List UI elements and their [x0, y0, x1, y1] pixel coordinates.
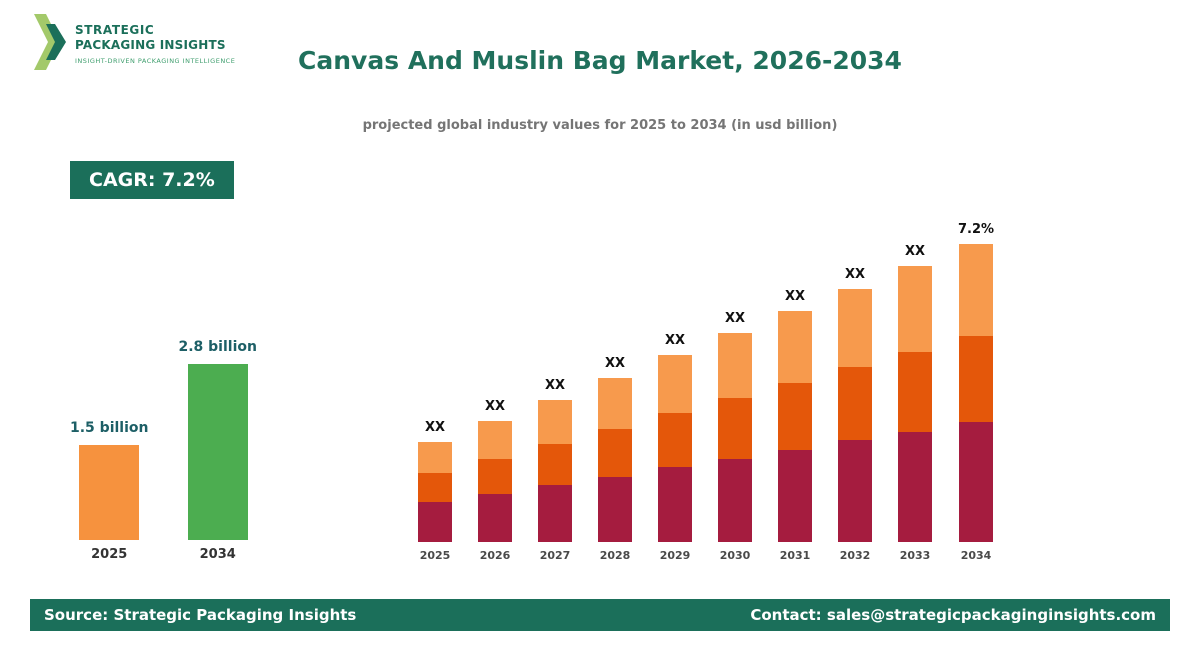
bar-top-label: XX [904, 244, 926, 259]
bar-year-label: 2025 [91, 547, 128, 562]
bar-top-label: XX [484, 399, 506, 414]
bar-year-label: 2028 [599, 549, 631, 562]
segment-top [959, 244, 994, 336]
bar-year-label: 2027 [539, 549, 571, 562]
stacked-bar-2034 [959, 244, 994, 542]
segment-top [598, 378, 632, 429]
yearly-projection-chart: XX 2025 XX 2026 XX 2027 XX 2028 XX 2029 XX 2030 XX 20… [418, 222, 994, 562]
segment-middle [778, 383, 812, 450]
segment-bottom [538, 485, 572, 542]
logo-name: STRATEGIC PACKAGING INSIGHTS INSIGHT-DRI… [75, 23, 235, 65]
segment-bottom [478, 494, 512, 542]
segment-middle [898, 352, 932, 432]
brand-logo: STRATEGIC PACKAGING INSIGHTS INSIGHT-DRI… [34, 14, 235, 74]
segment-top [478, 421, 512, 459]
segment-bottom [598, 477, 632, 542]
bar-top-label: 7.2% [958, 222, 995, 237]
bar-year-label: 2033 [899, 549, 931, 562]
segment-middle [538, 444, 572, 485]
logo-name-line1: STRATEGIC [75, 23, 155, 37]
page-subtitle: projected global industry values for 202… [362, 118, 838, 133]
logo-chevron-icon [34, 14, 66, 74]
stacked-bar-group: XX 2025 [418, 420, 452, 562]
stacked-bar-group: XX 2026 [478, 399, 512, 562]
page-title: Canvas And Muslin Bag Market, 2026-2034 [298, 46, 902, 75]
bar-year-label: 2031 [779, 549, 811, 562]
stacked-bar-2027 [538, 400, 572, 542]
stacked-bar-2025 [418, 442, 452, 542]
segment-bottom [838, 440, 872, 542]
bar-year-label: 2026 [479, 549, 511, 562]
mini-bar-group: 2.8 billion 2034 [178, 339, 256, 562]
bar-year-label: 2029 [659, 549, 691, 562]
stacked-bar-2032 [838, 289, 872, 542]
segment-middle [478, 459, 512, 494]
bar-top-label: XX [424, 420, 446, 435]
segment-bottom [418, 502, 452, 542]
segment-bottom [959, 422, 994, 542]
bar-value-label: 2.8 billion [178, 339, 257, 355]
footer-contact: Contact: sales@strategicpackaginginsight… [750, 606, 1156, 624]
cagr-badge: CAGR: 7.2% [70, 161, 234, 199]
bar-year-label: 2032 [839, 549, 871, 562]
segment-middle [658, 413, 692, 467]
bar-top-label: XX [844, 267, 866, 282]
bar-top-label: XX [544, 378, 566, 393]
mini-bar-group: 1.5 billion 2025 [70, 420, 148, 562]
segment-bottom [658, 467, 692, 542]
growth-summary-chart: 1.5 billion 2025 2.8 billion 2034 [70, 339, 257, 562]
stacked-bar-group: XX 2031 [778, 289, 812, 562]
stacked-bar-2028 [598, 378, 632, 542]
stacked-bar-2030 [718, 333, 752, 542]
stacked-bar-2026 [478, 421, 512, 542]
segment-middle [598, 429, 632, 477]
bar-value-label: 1.5 billion [70, 420, 149, 436]
footer-bar: Source: Strategic Packaging Insights Con… [30, 599, 1170, 631]
bar-year-label: 2030 [719, 549, 751, 562]
stacked-bar-group: XX 2028 [598, 356, 632, 562]
stacked-bar-group: 7.2% 2034 [958, 222, 994, 562]
mini-bar-2025 [79, 445, 140, 540]
bar-year-label: 2034 [960, 549, 992, 562]
stacked-bar-2029 [658, 355, 692, 542]
stacked-bar-2033 [898, 266, 932, 542]
logo-name-line2: PACKAGING INSIGHTS [75, 38, 226, 52]
stacked-bar-group: XX 2032 [838, 267, 872, 562]
stacked-bar-group: XX 2027 [538, 378, 572, 562]
segment-middle [838, 367, 872, 440]
stacked-bar-group: XX 2033 [898, 244, 932, 562]
segment-top [418, 442, 452, 473]
bar-year-label: 2034 [199, 547, 236, 562]
segment-middle [959, 336, 994, 422]
segment-top [778, 311, 812, 383]
bar-top-label: XX [784, 289, 806, 304]
mini-bar-2034 [187, 364, 248, 540]
bar-top-label: XX [664, 333, 686, 348]
segment-top [718, 333, 752, 398]
footer-source: Source: Strategic Packaging Insights [44, 606, 357, 624]
segment-top [538, 400, 572, 444]
segment-middle [718, 398, 752, 459]
stacked-bar-2031 [778, 311, 812, 542]
segment-top [838, 289, 872, 367]
segment-bottom [898, 432, 932, 542]
segment-middle [418, 473, 452, 502]
stacked-bar-group: XX 2029 [658, 333, 692, 562]
segment-bottom [778, 450, 812, 542]
segment-bottom [718, 459, 752, 542]
stacked-bar-group: XX 2030 [718, 311, 752, 562]
logo-tagline: INSIGHT-DRIVEN PACKAGING INTELLIGENCE [75, 57, 236, 65]
bar-top-label: XX [604, 356, 626, 371]
segment-top [658, 355, 692, 413]
bar-year-label: 2025 [419, 549, 451, 562]
bar-top-label: XX [724, 311, 746, 326]
segment-top [898, 266, 932, 352]
